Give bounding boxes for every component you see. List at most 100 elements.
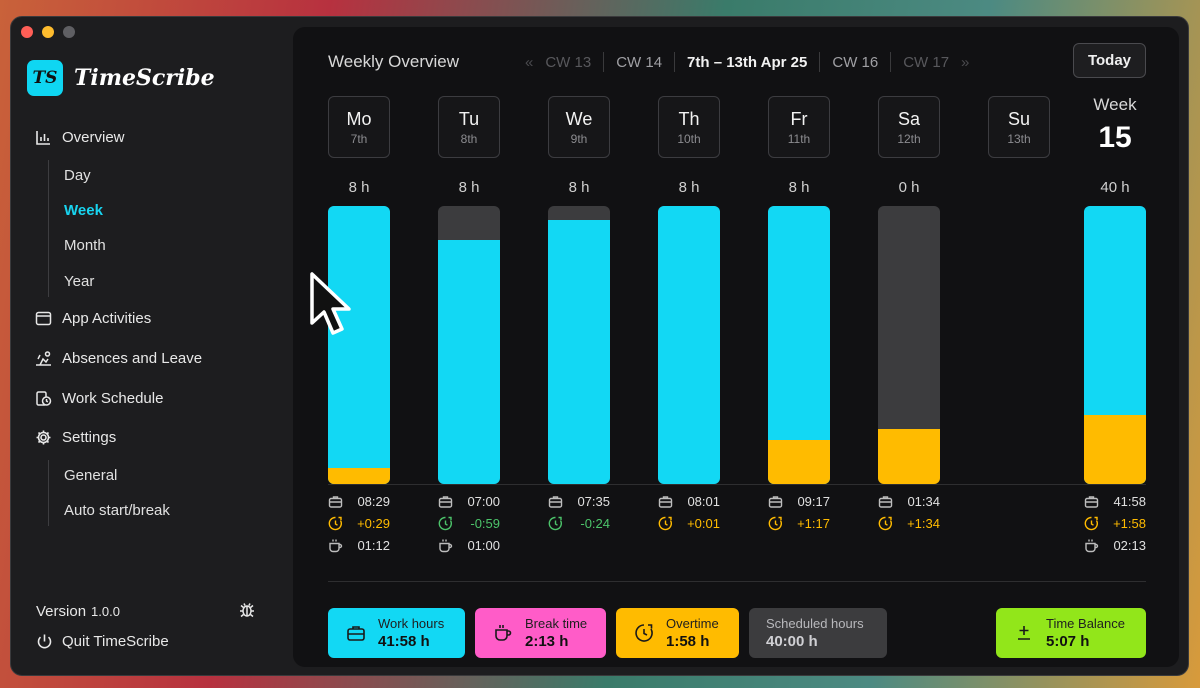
day-bar-mo <box>328 206 390 484</box>
sidebar-item-label: App Activities <box>62 310 152 328</box>
sidebar-nav: Overview Day Week Month Year App Activit… <box>35 118 275 528</box>
logo-badge: TS <box>27 60 63 96</box>
day-chip-fr[interactable]: Fr 11th <box>768 96 830 158</box>
week-link-cw14[interactable]: CW 14 <box>616 53 663 71</box>
app-logo: TS TimeScribe <box>27 60 215 96</box>
overtime-segment <box>878 429 940 484</box>
window-icon <box>35 311 52 326</box>
sidebar-item-work-schedule[interactable]: Work Schedule <box>35 378 275 418</box>
sidebar-item-settings[interactable]: Settings <box>35 418 275 458</box>
work-hours-segment <box>328 206 390 484</box>
week-hours-label: 40 h <box>1100 179 1130 196</box>
day-date: 8th <box>460 131 478 146</box>
stat-value: 09:17 <box>797 494 830 509</box>
legend-label: Scheduled hours <box>766 616 864 631</box>
version-number: 1.0.0 <box>91 604 120 619</box>
briefcase-icon <box>347 626 365 641</box>
scheduled-hours-label: 8 h <box>458 179 480 196</box>
day-date: 10th <box>677 131 701 146</box>
legend-value: 1:58 h <box>666 633 710 650</box>
stat-value: 01:00 <box>467 538 500 553</box>
clock-icon <box>438 516 452 531</box>
week-link-cw17[interactable]: CW 17 <box>903 53 950 71</box>
briefcase-icon <box>1084 496 1099 508</box>
next-weeks-chevron-icon[interactable]: » <box>961 53 970 71</box>
day-date: 9th <box>570 131 588 146</box>
app-name: TimeScribe <box>74 65 215 91</box>
sidebar: TS TimeScribe Overview Day Week Month Ye… <box>11 17 291 675</box>
day-date: 11th <box>787 131 811 146</box>
current-week-range: 7th – 13th Apr 25 <box>687 53 808 71</box>
stat-value: +1:58 <box>1113 516 1146 531</box>
break-time-stat: 01:12 <box>328 538 390 553</box>
legend-scheduled-hours: Scheduled hours 40:00 h <box>749 608 887 658</box>
balance-stat: +0:01 <box>658 516 720 531</box>
briefcase-icon <box>878 496 893 508</box>
week-link-cw16[interactable]: CW 16 <box>832 53 879 71</box>
page-title: Weekly Overview <box>328 52 459 71</box>
sidebar-item-week[interactable]: Week <box>64 202 103 220</box>
chart-baseline <box>328 484 1146 485</box>
work-time-stat: 07:35 <box>548 494 610 509</box>
legend-work-hours: Work hours 41:58 h <box>328 608 465 658</box>
stat-value: 41:58 <box>1113 494 1146 509</box>
legend-value: 5:07 h <box>1046 633 1090 650</box>
stat-value: 08:29 <box>357 494 390 509</box>
day-chip-sa[interactable]: Sa 12th <box>878 96 940 158</box>
sidebar-item-label: Work Schedule <box>62 389 164 407</box>
day-bar-fr <box>768 206 830 484</box>
day-chip-we[interactable]: We 9th <box>548 96 610 158</box>
day-chip-tu[interactable]: Tu 8th <box>438 96 500 158</box>
sidebar-item-month[interactable]: Month <box>64 237 106 255</box>
briefcase-icon <box>328 496 343 508</box>
schedule-icon <box>36 390 52 406</box>
legend-divider <box>328 581 1146 582</box>
coffee-cup-icon <box>1085 539 1099 553</box>
day-date: 12th <box>897 131 921 146</box>
day-chip-mo[interactable]: Mo 7th <box>328 96 390 158</box>
version-label: Version <box>36 603 87 620</box>
sidebar-item-absences[interactable]: Absences and Leave <box>35 339 275 379</box>
stat-value: 08:01 <box>687 494 720 509</box>
version-info: Version 1.0.0 <box>36 603 120 620</box>
previous-weeks-chevron-icon[interactable]: « <box>525 53 534 71</box>
legend-text: Break time 2:13 h <box>525 616 587 650</box>
day-name: Tu <box>458 108 480 129</box>
bug-icon[interactable] <box>238 601 256 619</box>
legend-text: Time Balance 5:07 h <box>1046 616 1125 650</box>
balance-stat: +1:17 <box>768 516 830 531</box>
legend-label: Time Balance <box>1046 616 1125 631</box>
quit-button[interactable]: Quit TimeScribe <box>36 633 169 650</box>
balance-stat: -0:24 <box>548 516 610 531</box>
legend-value: 41:58 h <box>378 633 430 650</box>
day-bar-tu <box>438 206 500 484</box>
day-chip-su[interactable]: Su 13th <box>988 96 1050 158</box>
sidebar-item-app-activities[interactable]: App Activities <box>35 299 275 339</box>
work-time-stat: 07:00 <box>438 494 500 509</box>
sidebar-item-auto-start-break[interactable]: Auto start/break <box>64 502 170 520</box>
zoom-window-button[interactable] <box>63 26 75 38</box>
sidebar-item-overview[interactable]: Overview <box>35 118 275 158</box>
day-bar-th <box>658 206 720 484</box>
work-time-stat: 41:58 <box>1084 494 1146 509</box>
legend-value: 40:00 h <box>766 633 818 650</box>
sidebar-item-general[interactable]: General <box>64 466 118 484</box>
legend-break-time: Break time 2:13 h <box>475 608 606 658</box>
minimize-window-button[interactable] <box>42 26 54 38</box>
week-total-bar <box>1084 206 1146 484</box>
stat-value: +1:34 <box>907 516 940 531</box>
close-window-button[interactable] <box>21 26 33 38</box>
balance-stat: +1:58 <box>1084 516 1146 531</box>
work-hours-segment <box>768 206 830 484</box>
stat-value: 07:35 <box>577 494 610 509</box>
sidebar-item-year[interactable]: Year <box>64 272 95 290</box>
day-date: 7th <box>350 131 368 146</box>
day-chip-th[interactable]: Th 10th <box>658 96 720 158</box>
sidebar-item-day[interactable]: Day <box>64 166 91 184</box>
scheduled-hours-label: 8 h <box>788 179 810 196</box>
quit-label: Quit TimeScribe <box>62 633 169 650</box>
week-link-cw13[interactable]: CW 13 <box>545 53 592 71</box>
legend-text: Scheduled hours 40:00 h <box>766 616 864 650</box>
legend-label: Work hours <box>378 616 445 631</box>
today-button[interactable]: Today <box>1073 43 1146 78</box>
